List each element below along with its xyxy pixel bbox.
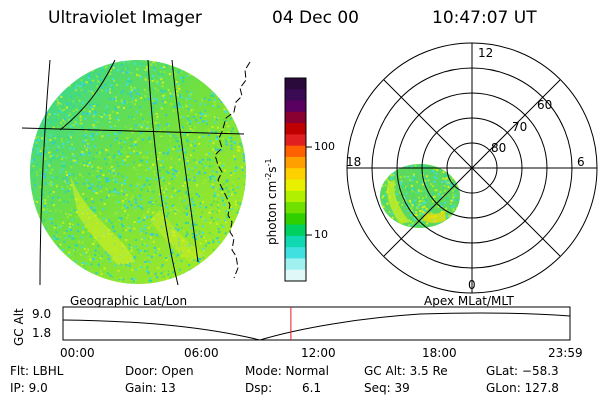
altitude-ytick-max: 9.0 bbox=[32, 307, 52, 321]
glon-status: GLon: 127.8 bbox=[486, 381, 559, 395]
colorbar-units-exp2: -1 bbox=[264, 158, 273, 167]
colorbar-tick-100: 100 bbox=[314, 140, 335, 153]
colorbar-band bbox=[285, 224, 306, 237]
colorbar-band bbox=[285, 179, 306, 192]
colorbar-band bbox=[285, 258, 306, 271]
time-tick-2359: 23:59 bbox=[548, 346, 583, 360]
polar-mlt-12: 12 bbox=[478, 46, 494, 60]
image-date: 04 Dec 00 bbox=[272, 8, 359, 28]
altitude-ylabel: GC Alt bbox=[12, 308, 26, 346]
colorbar-band bbox=[285, 89, 306, 102]
door-status: Door: Open bbox=[125, 364, 194, 378]
colorbar-band bbox=[285, 156, 306, 169]
colorbar-band bbox=[285, 123, 306, 135]
polar-mlt-6: 6 bbox=[577, 155, 585, 169]
mode-status: Mode: Normal bbox=[245, 364, 329, 378]
colorbar-tick-10: 10 bbox=[314, 228, 328, 241]
colorbar-band bbox=[285, 134, 306, 147]
filter-status: Flt: LBHL bbox=[10, 364, 64, 378]
time-tick-1200: 12:00 bbox=[301, 346, 336, 360]
colorbar-band bbox=[285, 168, 306, 180]
polar-mlt-0: 0 bbox=[468, 278, 476, 292]
geographic-image bbox=[21, 59, 251, 286]
polar-mlt-18: 18 bbox=[346, 155, 362, 169]
colorbar-units-mid: s bbox=[265, 166, 279, 173]
colorbar-band bbox=[285, 190, 306, 203]
polar-mlat-mlt-plot bbox=[346, 42, 598, 294]
colorbar-units: photon cm-2s-1 bbox=[262, 158, 279, 245]
colorbar-band bbox=[285, 78, 306, 90]
dsp-value: 6.1 bbox=[302, 381, 322, 395]
colorbar-band bbox=[285, 269, 306, 282]
colorbar-band bbox=[285, 247, 306, 259]
colorbar-band bbox=[285, 145, 306, 158]
colorbar-band bbox=[285, 202, 306, 214]
apex-label: Apex MLat/MLT bbox=[424, 294, 514, 308]
polar-lat-60: 60 bbox=[537, 98, 553, 112]
time-tick-0600: 06:00 bbox=[184, 346, 219, 360]
gain-status: Gain: 13 bbox=[125, 381, 176, 395]
gc-alt-status: GC Alt: 3.5 Re bbox=[364, 364, 448, 378]
colorbar bbox=[285, 78, 306, 282]
colorbar-band bbox=[285, 111, 306, 124]
dsp-label: Dsp: bbox=[245, 381, 273, 395]
altitude-ytick-min: 1.8 bbox=[32, 326, 52, 340]
polar-lat-70: 70 bbox=[512, 120, 528, 134]
polar-lat-80: 80 bbox=[491, 141, 507, 155]
geographic-label: Geographic Lat/Lon bbox=[70, 294, 188, 308]
colorbar-band bbox=[285, 213, 306, 226]
colorbar-units-exp1: -2 bbox=[264, 172, 273, 181]
time-tick-1800: 18:00 bbox=[422, 346, 457, 360]
time-tick-0000: 00:00 bbox=[60, 346, 95, 360]
glat-status: GLat: −58.3 bbox=[486, 364, 559, 378]
image-time: 10:47:07 UT bbox=[432, 8, 537, 28]
colorbar-band bbox=[285, 100, 306, 113]
ip-status: IP: 9.0 bbox=[10, 381, 48, 395]
instrument-title: Ultraviolet Imager bbox=[48, 8, 202, 28]
colorbar-band bbox=[285, 235, 306, 248]
altitude-strip-plot bbox=[62, 306, 571, 341]
colorbar-units-base: photon cm bbox=[265, 180, 279, 245]
seq-status: Seq: 39 bbox=[364, 381, 410, 395]
